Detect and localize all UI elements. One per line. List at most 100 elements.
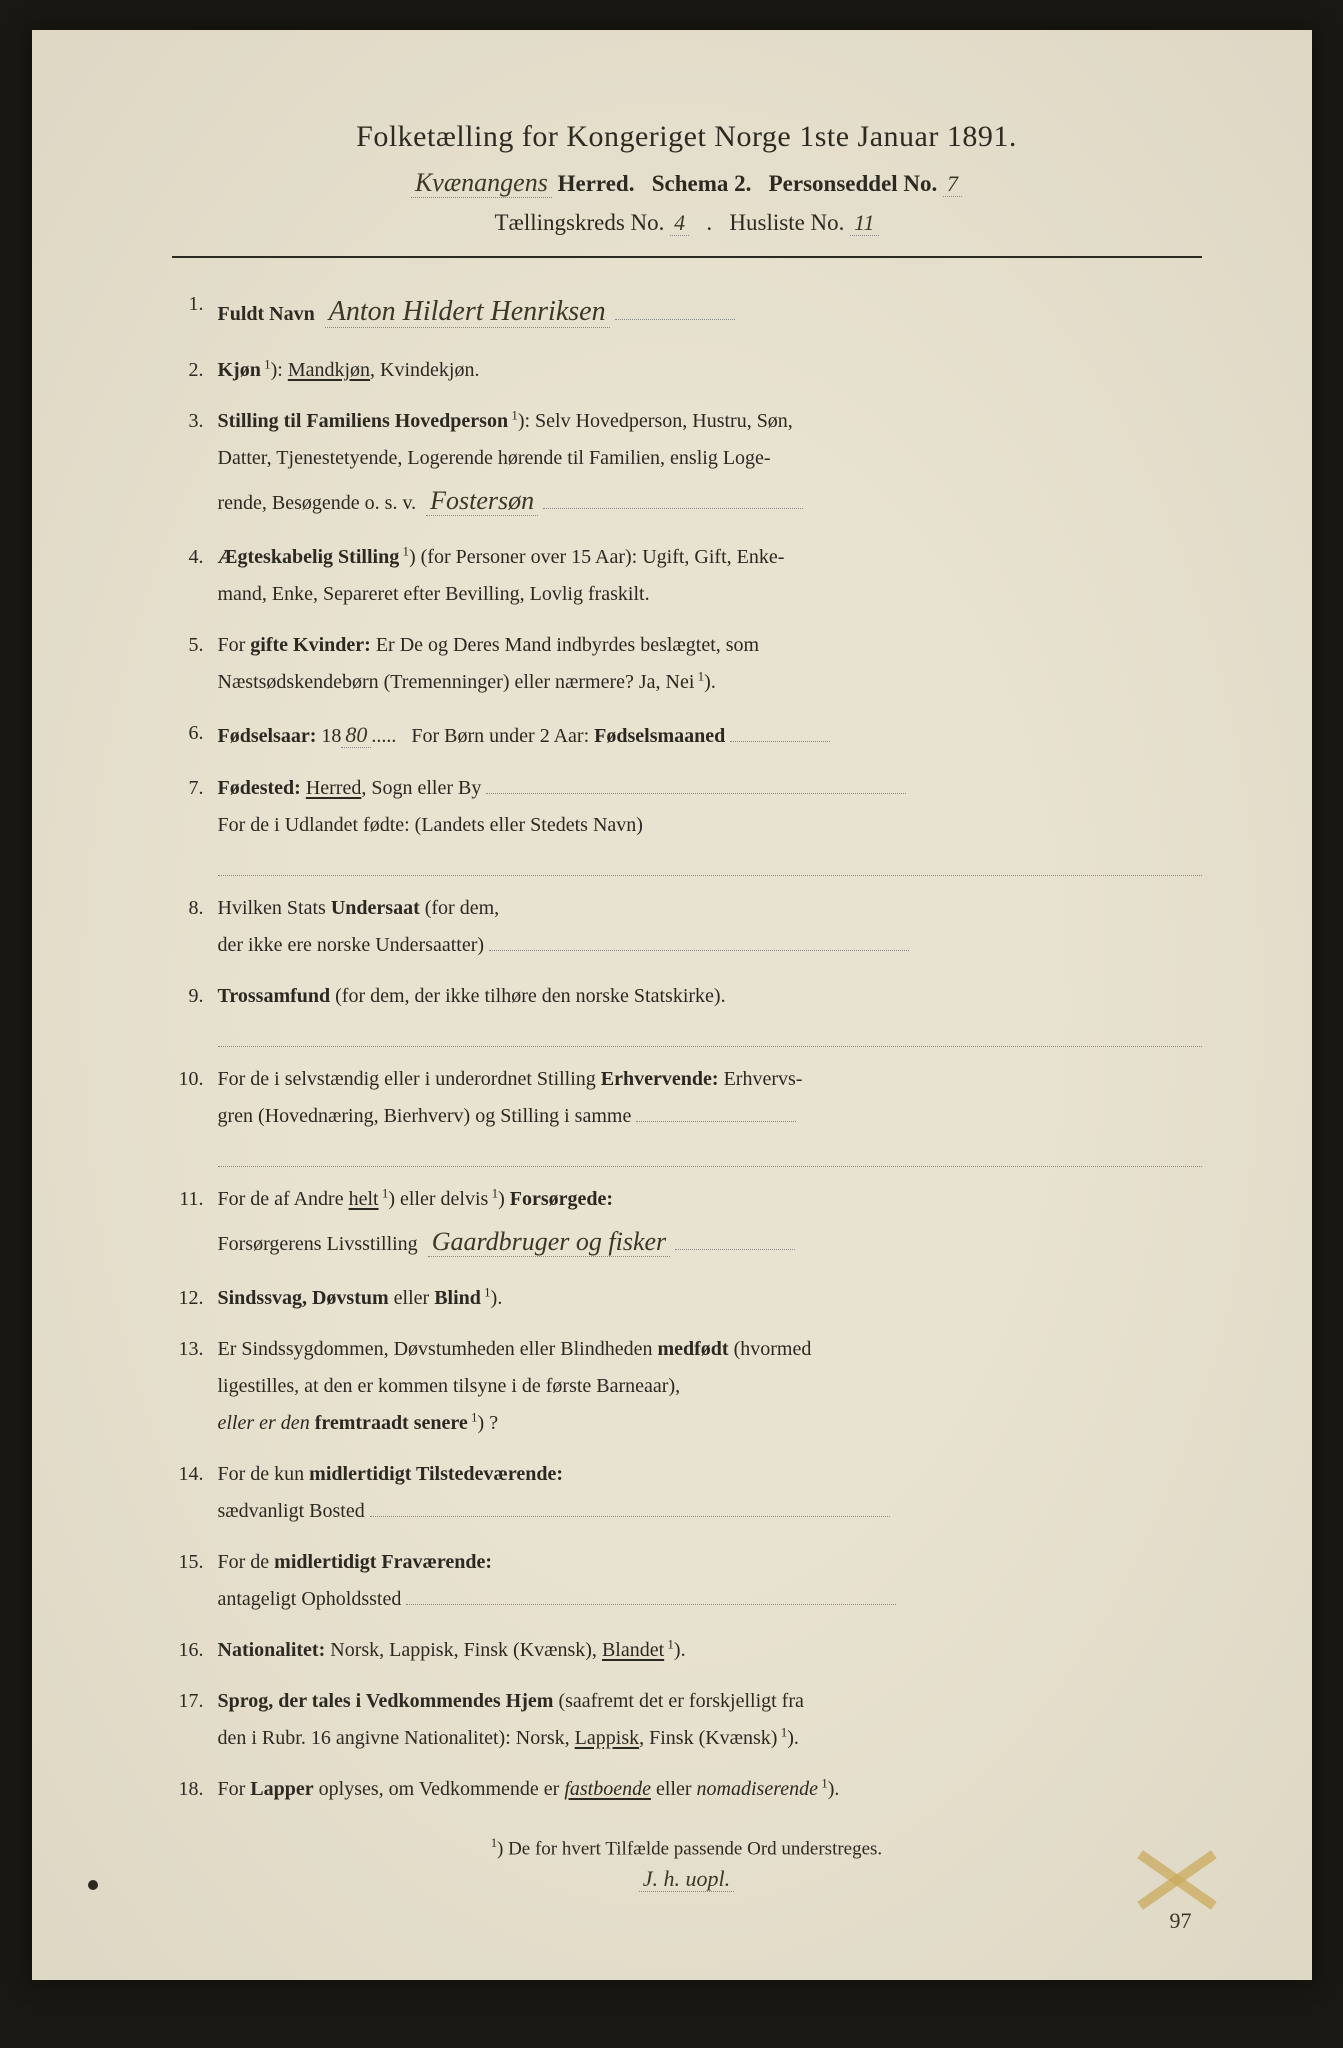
- item-body: For de midlertidigt Fraværende: antageli…: [218, 1544, 1202, 1618]
- personseddel-label: Personseddel No.: [769, 171, 938, 196]
- item-body: Fødested: Herred, Sogn eller By For de i…: [218, 770, 1202, 876]
- item-body: Er Sindssygdommen, Døvstumheden eller Bl…: [218, 1331, 1202, 1442]
- printed-text: (saafremt det er forskjelligt fra: [558, 1690, 803, 1712]
- dotted-fill: [636, 1121, 796, 1122]
- header-line-3: Tællingskreds No. 4 . Husliste No. 11: [172, 210, 1202, 236]
- field-label: Stilling til Familiens Hovedperson: [218, 410, 509, 432]
- printed-text: , Sogn eller By: [361, 777, 481, 799]
- item-16: 16. Nationalitet: Norsk, Lappisk, Finsk …: [172, 1632, 1202, 1669]
- field-label: Trossamfund: [218, 985, 331, 1007]
- item-body: Stilling til Familiens Hovedperson 1): S…: [218, 403, 1202, 525]
- nationality-selected: Blandet: [602, 1639, 664, 1661]
- item-11: 11. For de af Andre helt 1) eller delvis…: [172, 1181, 1202, 1266]
- item-1: 1. Fuldt Navn Anton Hildert Henriksen: [172, 286, 1202, 338]
- dotted-fill: [486, 793, 906, 794]
- field-label: Kjøn: [218, 359, 261, 381]
- printed-text: For Børn under 2 Aar:: [411, 725, 589, 747]
- printed-text: ligestilles, at den er kommen tilsyne i …: [218, 1375, 681, 1397]
- printed-text: oplyses, om Vedkommende er: [319, 1778, 560, 1800]
- item-number: 5.: [172, 627, 218, 701]
- birthplace-selected: Herred: [306, 777, 362, 799]
- item-body: For de kun midlertidigt Tilstedeværende:…: [218, 1456, 1202, 1530]
- field-label: Fødselsmaaned: [594, 725, 725, 747]
- item-number: 18.: [172, 1771, 218, 1808]
- dotted-fill: [675, 1249, 795, 1250]
- dotted-fill: [370, 1516, 890, 1517]
- printed-text: den i Rubr. 16 angivne Nationalitet): No…: [218, 1727, 570, 1749]
- form-title: Folketælling for Kongeriget Norge 1ste J…: [172, 120, 1202, 154]
- item-number: 13.: [172, 1331, 218, 1442]
- printed-text: For de af Andre: [218, 1188, 344, 1210]
- printed-text: Ugift, Gift, Enke-: [642, 546, 784, 568]
- item-body: Trossamfund (for dem, der ikke tilhøre d…: [218, 978, 1202, 1047]
- field-label: gifte Kvinder:: [250, 634, 371, 656]
- item-body: For de i selvstændig eller i underordnet…: [218, 1061, 1202, 1167]
- printed-text: sædvanligt Bosted: [218, 1500, 365, 1522]
- item-body: For Lapper oplyses, om Vedkommende er fa…: [218, 1771, 1202, 1808]
- item-18: 18. For Lapper oplyses, om Vedkommende e…: [172, 1771, 1202, 1808]
- header-rule: [172, 256, 1202, 258]
- printed-text: gren (Hovednæring, Bierhverv) og Stillin…: [218, 1105, 632, 1127]
- printed-text: For de i selvstændig eller i underordnet…: [218, 1068, 596, 1090]
- provider-occupation-hw: Gaardbruger og fisker: [428, 1227, 670, 1257]
- item-body: Fuldt Navn Anton Hildert Henriksen: [218, 286, 1202, 338]
- birth-year-hw: 80: [341, 722, 371, 748]
- printed-text: (for Personer over 15 Aar):: [421, 546, 638, 568]
- herred-label: Herred.: [558, 171, 635, 196]
- field-label: Blind: [434, 1287, 481, 1309]
- printed-text: Forsørgerens Livsstilling: [218, 1233, 418, 1255]
- form-header: Folketælling for Kongeriget Norge 1ste J…: [172, 120, 1202, 236]
- bottom-annotation: J. h. uopl.: [172, 1866, 1202, 1892]
- printed-text: , Finsk (Kvænsk): [639, 1727, 777, 1749]
- item-body: Hvilken Stats Undersaat (for dem, der ik…: [218, 890, 1202, 964]
- relation-hw: Fostersøn: [426, 486, 538, 516]
- printed-text: eller delvis: [400, 1188, 488, 1210]
- field-label: Nationalitet:: [218, 1639, 326, 1661]
- husliste-label: Husliste No.: [729, 210, 844, 235]
- item-13: 13. Er Sindssygdommen, Døvstumheden elle…: [172, 1331, 1202, 1442]
- printed-text: For: [218, 1778, 246, 1800]
- field-label: Sindssvag, Døvstum: [218, 1287, 389, 1309]
- item-number: 12.: [172, 1280, 218, 1317]
- field-label: Ægteskabelig Stilling: [218, 546, 400, 568]
- field-label: Lapper: [250, 1778, 313, 1800]
- footnote-ref: 1: [379, 1185, 389, 1200]
- printed-text: Selv Hovedperson, Hustru, Søn,: [535, 410, 793, 432]
- item-body: For de af Andre helt 1) eller delvis 1) …: [218, 1181, 1202, 1266]
- printed-text: Hvilken Stats: [218, 897, 326, 919]
- printed-text: For de kun: [218, 1463, 305, 1485]
- item-number: 2.: [172, 352, 218, 389]
- footnote-ref: 1: [488, 1185, 498, 1200]
- field-label: Sprog, der tales i Vedkommendes Hjem: [218, 1690, 554, 1712]
- footnote-ref: 1: [694, 668, 704, 683]
- kreds-label: Tællingskreds No.: [494, 210, 664, 235]
- field-label: Fødselsaar:: [218, 725, 317, 747]
- field-label: medfødt: [657, 1338, 728, 1360]
- language-selected: Lappisk: [575, 1727, 639, 1749]
- item-17: 17. Sprog, der tales i Vedkommendes Hjem…: [172, 1683, 1202, 1757]
- printed-text: For de: [218, 1551, 270, 1573]
- item-number: 7.: [172, 770, 218, 876]
- item-number: 10.: [172, 1061, 218, 1167]
- item-number: 6.: [172, 715, 218, 756]
- item-number: 9.: [172, 978, 218, 1047]
- item-number: 17.: [172, 1683, 218, 1757]
- item-number: 3.: [172, 403, 218, 525]
- item-number: 1.: [172, 286, 218, 338]
- footnote-ref: 1: [818, 1775, 828, 1790]
- printed-text: eller: [656, 1778, 692, 1800]
- form-items: 1. Fuldt Navn Anton Hildert Henriksen 2.…: [172, 286, 1202, 1808]
- footnote: 1) De for hvert Tilfælde passende Ord un…: [172, 1836, 1202, 1860]
- item-body: Kjøn 1): Mandkjøn, Kvindekjøn.: [218, 352, 1202, 389]
- year-prefix: 18: [321, 725, 341, 747]
- printed-text: der ikke ere norske Undersaatter): [218, 934, 485, 956]
- item-10: 10. For de i selvstændig eller i underor…: [172, 1061, 1202, 1167]
- item-number: 11.: [172, 1181, 218, 1266]
- item-8: 8. Hvilken Stats Undersaat (for dem, der…: [172, 890, 1202, 964]
- item-4: 4. Ægteskabelig Stilling 1) (for Persone…: [172, 539, 1202, 613]
- footnote-marker: 1: [491, 1836, 497, 1850]
- kreds-no-hw: 4: [670, 210, 689, 236]
- item-body: Nationalitet: Norsk, Lappisk, Finsk (Kvæ…: [218, 1632, 1202, 1669]
- footnote-ref: 1: [468, 1409, 478, 1424]
- item-9: 9. Trossamfund (for dem, der ikke tilhør…: [172, 978, 1202, 1047]
